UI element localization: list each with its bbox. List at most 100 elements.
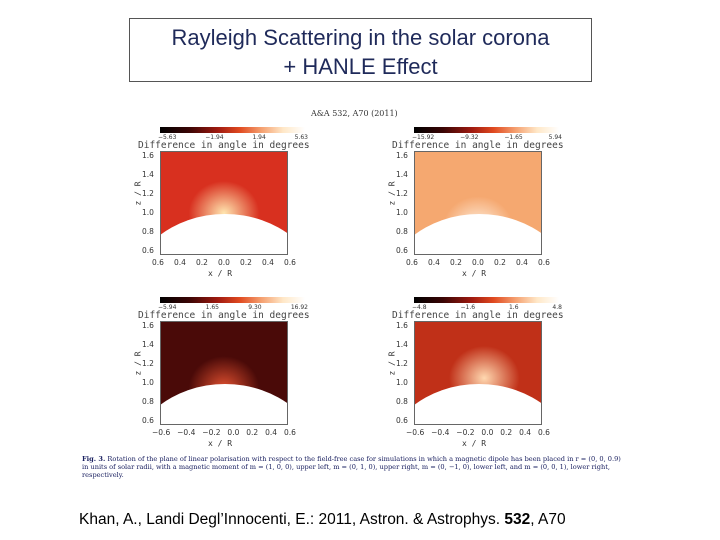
y-tick-label: 1.4 <box>142 340 154 349</box>
x-tick-label: 0.2 <box>246 428 259 437</box>
colorbar-tick-label: −5.94 <box>158 304 177 311</box>
x-tick-label: 0.4 <box>174 258 186 267</box>
panel-lower-right: −4.8 −1.6 1.6 4.8 Difference in angle in deg… <box>384 297 564 477</box>
y-tick-label: 1.2 <box>396 359 408 368</box>
y-tick-label: 1.4 <box>142 170 154 179</box>
colorbar-tick-label: −5.63 <box>158 134 177 141</box>
y-tick-label: 0.6 <box>142 416 154 425</box>
y-tick-label: 1.4 <box>396 170 408 179</box>
colorbar-tick-label: 1.6 <box>508 304 519 311</box>
x-tick-label: 0.4 <box>262 258 274 267</box>
x-tick-label: −0.6 <box>152 428 171 437</box>
colorbar-ticks: −5.63 −1.94 1.94 5.63 <box>158 134 308 141</box>
colorbar <box>414 297 559 303</box>
y-tick-label: 0.6 <box>396 246 408 255</box>
colorbar-ticks: −5.94 1.65 9.30 16.92 <box>158 304 308 311</box>
colorbar-tick-label: 16.92 <box>290 304 308 311</box>
x-tick-label: 0.6 <box>152 258 164 267</box>
x-tick-label: 0.6 <box>284 428 296 437</box>
colorbar-tick-label: 4.8 <box>552 304 562 311</box>
y-tick-label: 1.6 <box>396 321 408 330</box>
x-tick-label: 0.4 <box>428 258 440 267</box>
y-tick-label: 1.6 <box>142 321 154 330</box>
colorbar-tick-label: −1.6 <box>460 304 476 311</box>
y-tick-label: 1.0 <box>396 378 408 387</box>
y-tick-label: 1.0 <box>142 208 154 217</box>
y-axis-label: z / R <box>387 181 397 206</box>
solar-disk <box>161 214 287 254</box>
heatmap-plot <box>160 151 288 255</box>
y-axis-label: z / R <box>387 351 397 376</box>
x-tick-label: 0.0 <box>481 428 494 437</box>
x-tick-label: 0.4 <box>519 428 532 437</box>
y-tick-label: 1.0 <box>396 208 408 217</box>
colorbar-tick-label: 5.94 <box>548 134 562 141</box>
x-axis-label: x / R <box>208 269 233 278</box>
y-tick-label: 0.8 <box>396 227 408 236</box>
y-tick-label: 1.0 <box>142 378 154 387</box>
x-tick-label: 0.2 <box>240 258 252 267</box>
solar-disk <box>161 384 287 424</box>
solar-disk <box>415 214 541 254</box>
x-tick-label: −0.4 <box>431 428 450 437</box>
y-tick-label: 1.2 <box>142 189 154 198</box>
colorbar-ticks: −4.8 −1.6 1.6 4.8 <box>412 304 562 311</box>
caption-label: Fig. 3. <box>82 455 106 463</box>
x-tick-label: 0.2 <box>494 258 506 267</box>
heatmap-plot <box>414 321 542 425</box>
citation: Khan, A., Landi Degl’Innocenti, E.: 2011… <box>79 511 566 529</box>
colorbar <box>160 127 305 133</box>
citation-suffix: , A70 <box>530 511 566 528</box>
caption-text: Rotation of the plane of linear polarisa… <box>82 455 621 480</box>
y-axis-label: z / R <box>133 181 143 206</box>
colorbar-tick-label: −1.94 <box>205 134 224 141</box>
colorbar <box>160 297 305 303</box>
x-tick-label: 0.6 <box>538 258 550 267</box>
x-tick-label: 0.4 <box>265 428 278 437</box>
y-tick-label: 0.6 <box>396 416 408 425</box>
colorbar-tick-label: 5.63 <box>294 134 308 141</box>
y-axis-label: z / R <box>133 351 143 376</box>
y-tick-label: 1.2 <box>142 359 154 368</box>
slide-title-box: Rayleigh Scattering in the solar corona … <box>129 18 592 82</box>
x-ticks: 0.6 0.4 0.2 0.0 0.2 0.4 0.6 <box>152 258 296 267</box>
y-tick-label: 1.2 <box>396 189 408 198</box>
x-tick-label: 0.2 <box>500 428 513 437</box>
x-tick-label: 0.6 <box>538 428 550 437</box>
journal-header: A&A 532, A70 (2011) <box>311 109 398 118</box>
colorbar-tick-label: −4.8 <box>412 304 427 311</box>
heatmap-plot <box>414 151 542 255</box>
x-tick-label: 0.2 <box>196 258 208 267</box>
solar-disk <box>415 384 541 424</box>
y-tick-label: 1.6 <box>142 151 154 160</box>
panel-lower-left: −5.94 1.65 9.30 16.92 Difference in angle in… <box>130 297 310 477</box>
colorbar-tick-label: −9.32 <box>460 134 479 141</box>
x-ticks: −0.6 −0.4 −0.2 0.0 0.2 0.4 0.6 <box>406 428 550 437</box>
x-tick-label: −0.4 <box>177 428 196 437</box>
panel-title: Difference in angle in degrees <box>138 310 310 321</box>
colorbar-tick-label: −1.65 <box>504 134 523 141</box>
x-axis-label: x / R <box>208 439 233 448</box>
slide-title-line2: + HANLE Effect <box>283 54 438 79</box>
y-tick-label: 0.8 <box>396 397 408 406</box>
citation-volume: 532 <box>504 511 531 528</box>
panel-title: Difference in angle in degrees <box>392 140 564 151</box>
x-tick-label: −0.6 <box>406 428 425 437</box>
figure-caption: Fig. 3. Rotation of the plane of linear … <box>82 455 627 480</box>
x-axis-label: x / R <box>462 439 487 448</box>
panel-upper-left: −5.63 −1.94 1.94 5.63 Difference in angle in… <box>130 127 310 307</box>
x-ticks: 0.6 0.4 0.2 0.0 0.2 0.4 0.6 <box>406 258 550 267</box>
x-tick-label: 0.6 <box>406 258 418 267</box>
y-tick-label: 0.6 <box>142 246 154 255</box>
heatmap-plot <box>160 321 288 425</box>
x-tick-label: 0.4 <box>516 258 528 267</box>
x-tick-label: 0.0 <box>218 258 230 267</box>
colorbar-tick-label: −15.92 <box>412 134 435 141</box>
x-ticks: −0.6 −0.4 −0.2 0.0 0.2 0.4 0.6 <box>152 428 296 437</box>
x-tick-label: 0.6 <box>284 258 296 267</box>
colorbar-ticks: −15.92 −9.32 −1.65 5.94 <box>412 134 562 141</box>
panel-upper-right: −15.92 −9.32 −1.65 5.94 Difference in angle … <box>384 127 564 307</box>
colorbar-tick-label: 1.65 <box>205 304 219 311</box>
panel-title: Difference in angle in degrees <box>138 140 310 151</box>
y-tick-label: 0.8 <box>142 397 154 406</box>
